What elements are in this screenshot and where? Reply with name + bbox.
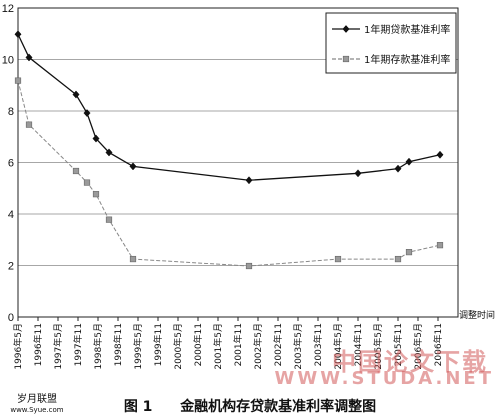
figure-caption-text: 金融机构存贷款基准利率调整图: [180, 399, 377, 415]
legend-label-1: 1年期贷款基准利率: [364, 23, 450, 36]
figure-label: 图 1: [123, 399, 153, 415]
y-tick-label: 0: [8, 312, 14, 324]
series-layer: [14, 30, 444, 270]
y-axis-ticks: 0 2 4 6 8 10 12: [2, 3, 14, 324]
series-2-line: [17, 80, 441, 267]
legend-box: [325, 12, 457, 74]
x-tick-label: 1999年11: [152, 323, 164, 366]
x-tick-label: 2003年11: [312, 323, 324, 366]
legend-label-2: 1年期存款基准利率: [364, 53, 450, 66]
series-1-point: [436, 150, 444, 159]
series-2-point: [72, 167, 80, 175]
x-tick-label: 2006年11: [432, 323, 444, 366]
legend-marker-1: [342, 25, 350, 33]
x-tick-label: 1996年5月: [12, 323, 24, 370]
series-2-point: [92, 191, 100, 198]
x-tick-label: 2004年11: [352, 323, 364, 366]
series-1-point: [405, 157, 413, 166]
series-2-point: [405, 249, 413, 256]
x-tick-label: 2001年5月: [212, 323, 224, 370]
x-tick-label: 1996年11: [32, 323, 44, 366]
y-tick-label: 10: [2, 55, 14, 67]
site-logo-name: 岁月联盟: [17, 394, 57, 405]
series-1-point: [105, 148, 113, 157]
series-2-point: [25, 121, 33, 128]
x-tick-label: 1998年5月: [92, 323, 104, 370]
x-tick-label: 2004年5月: [332, 323, 344, 370]
series-2-point: [14, 77, 22, 84]
x-axis-label: 调整时间: [459, 309, 495, 321]
series-1-point: [394, 164, 402, 173]
legend-marker-2: [342, 55, 350, 63]
x-tick-label: 2000年11: [192, 323, 204, 366]
x-tick-label: 2005年5月: [372, 323, 384, 370]
series-1-point: [72, 90, 80, 99]
site-logo-url: www.Syue.com: [10, 406, 64, 414]
series-2-point: [334, 255, 342, 263]
series-1-point: [92, 134, 100, 143]
legend: 1年期贷款基准利率 1年期存款基准利率: [325, 12, 457, 74]
series-1-point: [129, 162, 137, 171]
watermark-line1: 中国论文下载: [332, 348, 488, 376]
series-1-point: [83, 109, 91, 118]
x-tick-label: 2002年5月: [252, 323, 264, 370]
series-1-point: [25, 53, 33, 62]
x-tick-label: 2000年5月: [172, 323, 184, 370]
series-2-point: [436, 242, 444, 249]
x-tick-label: 2006年5月: [412, 323, 424, 370]
watermark-line2: WWW.STUDA.NET: [274, 368, 494, 389]
x-tick-label: 2002年11: [272, 323, 284, 366]
series-1: [14, 30, 444, 185]
x-tick-label: 1999年5月: [132, 323, 144, 370]
series-2-point: [105, 216, 113, 223]
site-logo: 岁月联盟 www.Syue.com: [6, 394, 68, 416]
series-2-point: [83, 179, 91, 186]
grid-lines: [18, 59, 458, 266]
legend-entries: 1年期贷款基准利率 1年期存款基准利率: [332, 23, 450, 66]
y-tick-label: 12: [2, 3, 14, 15]
x-tick-label: 1998年11: [112, 323, 124, 366]
watermark: 中国论文下载 WWW.STUDA.NET: [270, 340, 500, 392]
series-1-point: [14, 30, 22, 39]
series-2-point: [129, 255, 137, 263]
x-tick-label: 2001年11: [232, 323, 244, 366]
y-tick-label: 4: [8, 209, 14, 221]
x-axis-ticks: 1996年5月 1996年11 1997年5月 1997年11 1998年5月 1998年…: [12, 317, 444, 370]
figure-caption: 图 1 金融机构存贷款基准利率调整图: [0, 396, 500, 416]
y-tick-label: 2: [8, 261, 14, 273]
y-tick-label: 8: [8, 106, 14, 118]
plot-frame: [17, 7, 459, 318]
x-tick-label: 2005年11: [392, 323, 404, 366]
x-tick-label: 1997年5月: [52, 323, 64, 370]
series-1-point: [354, 169, 362, 178]
x-tick-label: 2003年5月: [292, 323, 304, 370]
series-2-point: [394, 255, 402, 263]
x-tick-label: 1997年11: [72, 323, 84, 366]
y-tick-label: 6: [8, 158, 14, 170]
series-1-point: [245, 176, 253, 185]
series-2-point: [245, 262, 253, 270]
series-2: [14, 77, 444, 270]
